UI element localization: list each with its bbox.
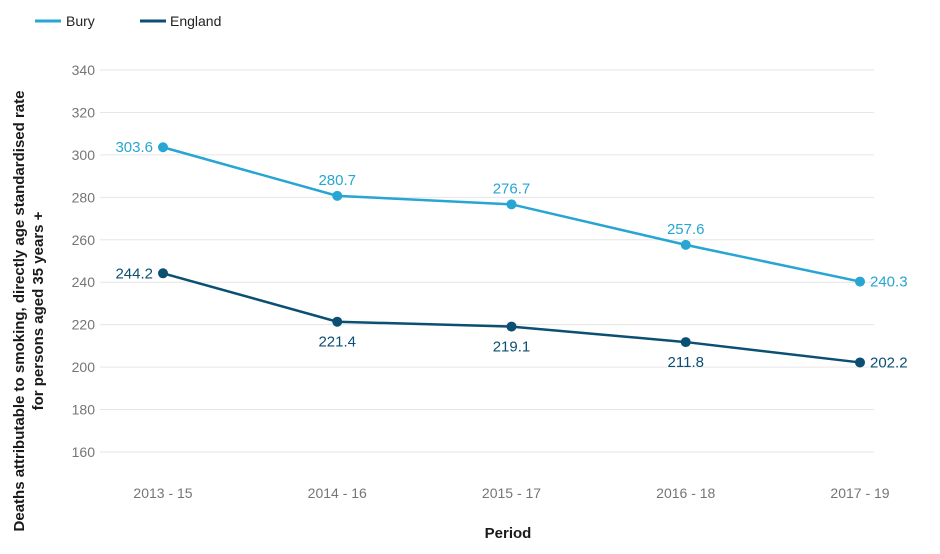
data-label-bury: 276.7	[493, 180, 531, 197]
legend-label-bury: Bury	[66, 13, 95, 29]
x-tick-label: 2017 - 19	[830, 485, 889, 501]
y-tick-label: 220	[72, 317, 96, 333]
y-axis-title-line-1: Deaths attributable to smoking, directly…	[11, 91, 28, 532]
y-tick-label: 280	[72, 189, 96, 205]
x-tick-label: 2015 - 17	[482, 485, 541, 501]
data-point-bury[interactable]	[332, 190, 343, 201]
x-axis-ticks: 2013 - 15 2014 - 16 2015 - 17 2016 - 18 2017…	[133, 485, 889, 501]
legend-item-bury[interactable]: Bury	[35, 13, 95, 29]
y-tick-label: 260	[72, 232, 96, 248]
y-axis-title-line-2: for persons aged 35 years +	[30, 211, 47, 410]
x-tick-label: 2014 - 16	[308, 485, 367, 501]
data-point-england[interactable]	[506, 321, 517, 332]
y-tick-label: 160	[72, 444, 96, 460]
series-line-bury	[162, 146, 861, 283]
y-tick-label: 200	[72, 359, 96, 375]
legend-item-england[interactable]: England	[140, 13, 221, 29]
data-label-england: 221.4	[318, 334, 356, 351]
data-label-england: 211.8	[668, 354, 704, 371]
data-point-bury[interactable]	[506, 199, 517, 210]
data-point-bury[interactable]	[680, 239, 691, 250]
x-axis-title: Period	[485, 525, 532, 542]
data-point-england[interactable]	[332, 316, 343, 327]
x-tick-label: 2013 - 15	[133, 485, 192, 501]
data-label-bury: 240.3	[870, 274, 908, 291]
series: 303.6 280.7 276.7 257.6 240.3 244.2 221.4 219.1…	[115, 139, 907, 371]
series-bury: 303.6 280.7 276.7 257.6 240.3	[115, 139, 907, 290]
data-label-bury: 303.6	[115, 139, 153, 156]
y-tick-label: 340	[72, 62, 96, 78]
data-label-england: 244.2	[115, 265, 153, 282]
data-label-bury: 257.6	[667, 221, 705, 238]
data-point-bury[interactable]	[855, 276, 865, 287]
data-label-england: 219.1	[493, 339, 531, 356]
data-point-england[interactable]	[158, 268, 168, 279]
y-tick-label: 300	[72, 147, 96, 163]
data-point-bury[interactable]	[158, 142, 168, 153]
data-label-england: 202.2	[870, 354, 908, 371]
data-label-bury: 280.7	[318, 172, 356, 189]
y-tick-label: 240	[72, 274, 96, 290]
y-tick-label: 320	[72, 104, 96, 120]
y-tick-label: 180	[72, 402, 96, 418]
data-point-england[interactable]	[855, 357, 865, 368]
legend: Bury England	[35, 13, 221, 29]
series-england: 244.2 221.4 219.1 211.8 202.2	[115, 265, 907, 371]
x-tick-label: 2016 - 18	[656, 485, 715, 501]
legend-label-england: England	[170, 13, 221, 29]
data-point-england[interactable]	[680, 337, 691, 348]
y-axis-ticks: 160 180 200 220 240 260 280 300 320 340	[72, 62, 96, 460]
